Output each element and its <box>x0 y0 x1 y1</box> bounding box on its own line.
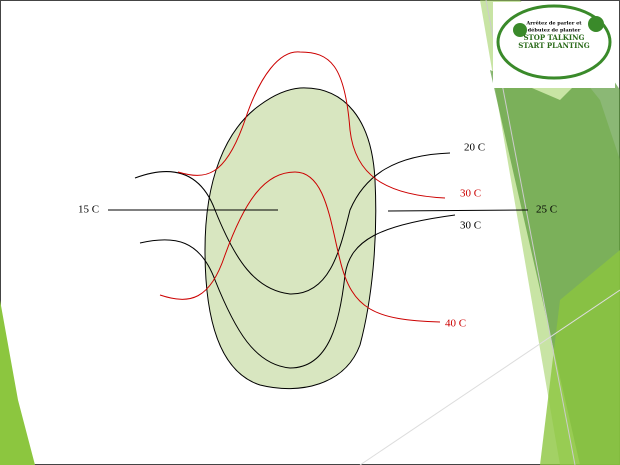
logo-text: Arrêtez de parler et <box>525 20 582 27</box>
logo-text: START PLANTING <box>518 41 590 50</box>
logo-tree <box>588 16 604 32</box>
label: 25 C <box>536 204 557 216</box>
slide: Arrêtez de parler et débutez de planter … <box>0 0 620 465</box>
label: 30 C <box>460 188 481 200</box>
label: 40 C <box>445 318 466 330</box>
label: 30 C <box>460 220 481 232</box>
label: 20 C <box>464 142 485 154</box>
label: 15 C <box>78 204 99 216</box>
logo: Arrêtez de parler et débutez de planter … <box>493 2 615 88</box>
